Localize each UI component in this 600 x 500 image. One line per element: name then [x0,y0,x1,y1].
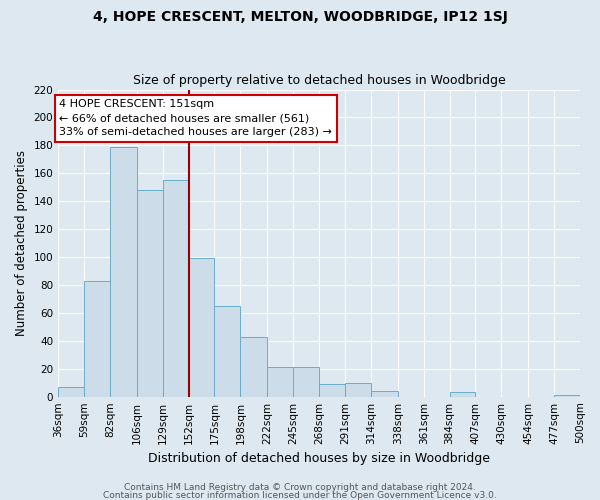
Bar [268,368,293,396]
Bar [163,180,188,396]
Bar [188,258,214,396]
Bar [84,281,110,396]
Y-axis label: Number of detached properties: Number of detached properties [15,150,28,336]
Bar [58,387,84,396]
Bar [110,147,137,396]
Bar [345,382,371,396]
Text: 4 HOPE CRESCENT: 151sqm
← 66% of detached houses are smaller (561)
33% of semi-d: 4 HOPE CRESCENT: 151sqm ← 66% of detache… [59,100,332,138]
Bar [214,306,241,396]
Title: Size of property relative to detached houses in Woodbridge: Size of property relative to detached ho… [133,74,505,87]
Bar [449,392,475,396]
Text: Contains public sector information licensed under the Open Government Licence v3: Contains public sector information licen… [103,490,497,500]
Bar [371,391,398,396]
Bar [319,384,345,396]
X-axis label: Distribution of detached houses by size in Woodbridge: Distribution of detached houses by size … [148,452,490,465]
Text: Contains HM Land Registry data © Crown copyright and database right 2024.: Contains HM Land Registry data © Crown c… [124,484,476,492]
Text: 4, HOPE CRESCENT, MELTON, WOODBRIDGE, IP12 1SJ: 4, HOPE CRESCENT, MELTON, WOODBRIDGE, IP… [92,10,508,24]
Bar [137,190,163,396]
Bar [293,368,319,396]
Bar [241,336,268,396]
